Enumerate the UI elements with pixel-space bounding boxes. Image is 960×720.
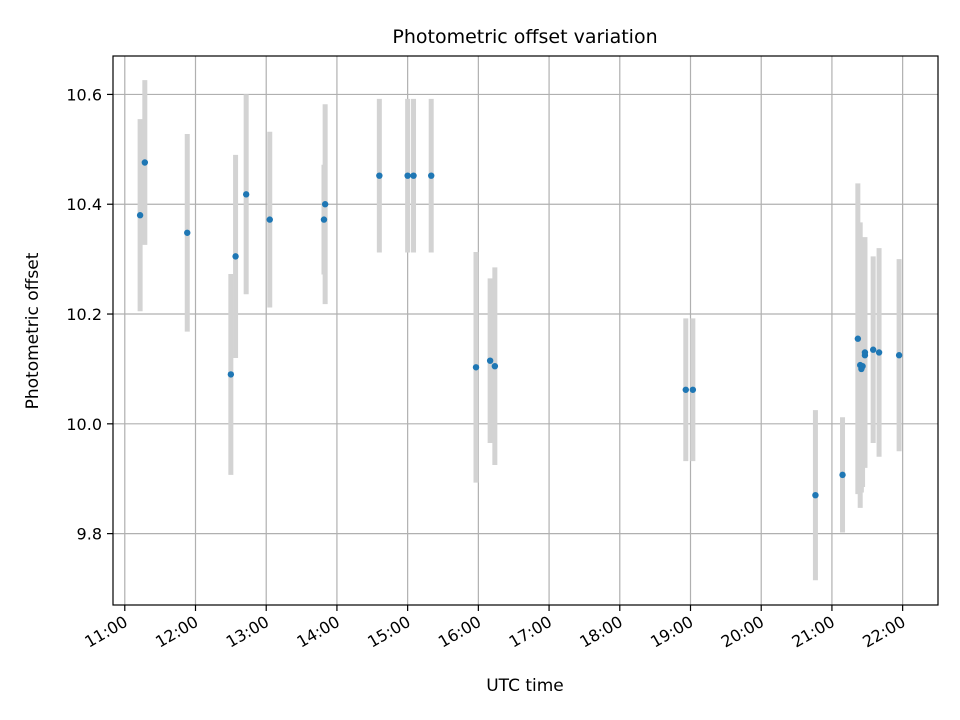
- data-point: [320, 216, 328, 223]
- data-points: [136, 159, 903, 499]
- x-tick-label: 11:00: [81, 612, 130, 652]
- data-point: [321, 201, 329, 208]
- data-point: [376, 172, 383, 179]
- data-point: [839, 471, 846, 479]
- data-point: [486, 357, 494, 364]
- data-point: [861, 349, 869, 356]
- data-point: [491, 362, 499, 370]
- data-point: [404, 172, 411, 179]
- y-axis-label: Photometric offset: [23, 252, 43, 409]
- x-tick-label: 17:00: [506, 612, 555, 652]
- x-tick-label: 16:00: [435, 612, 484, 652]
- x-tick-label: 18:00: [576, 612, 625, 652]
- y-tick-label: 10.6: [66, 85, 102, 104]
- data-point: [428, 172, 435, 179]
- plot-frame: [112, 55, 939, 606]
- data-point: [812, 492, 819, 499]
- data-point: [227, 371, 235, 378]
- y-tick-label: 10.0: [66, 415, 102, 434]
- y-tick-label: 9.8: [77, 525, 102, 544]
- data-point: [682, 386, 689, 393]
- data-point: [854, 335, 862, 342]
- x-tick-label: 20:00: [718, 612, 767, 652]
- x-tick-label: 13:00: [223, 612, 272, 652]
- chart-title: Photometric offset variation: [392, 26, 657, 48]
- data-point: [232, 253, 239, 260]
- data-point: [136, 212, 144, 219]
- data-point: [875, 349, 883, 356]
- y-tick-label: 10.4: [66, 195, 102, 214]
- x-tick-label: 15:00: [364, 612, 413, 652]
- x-tick-label: 21:00: [788, 612, 837, 652]
- y-tick-label: 10.2: [66, 305, 102, 324]
- data-point: [689, 386, 697, 393]
- x-tick-label: 19:00: [647, 612, 696, 652]
- data-point: [184, 229, 191, 236]
- data-point: [242, 191, 250, 198]
- data-point: [859, 362, 866, 370]
- x-tick-label: 12:00: [152, 612, 201, 652]
- error-bars: [137, 80, 902, 581]
- data-point: [410, 172, 417, 179]
- data-point: [895, 352, 903, 359]
- y-axis-ticks: 9.8 10.0 10.2 10.4 10.6: [66, 85, 113, 544]
- data-point: [266, 216, 273, 223]
- data-point: [141, 159, 149, 166]
- x-tick-label: 14:00: [293, 612, 342, 652]
- data-point: [869, 346, 877, 353]
- x-tick-label: 22:00: [859, 612, 908, 652]
- x-axis-label: UTC time: [486, 676, 564, 696]
- x-axis-ticks: 11:00 12:00 13:00 14:00 15:00 16:00 17:00 18:00…: [81, 605, 909, 652]
- data-point: [472, 364, 480, 371]
